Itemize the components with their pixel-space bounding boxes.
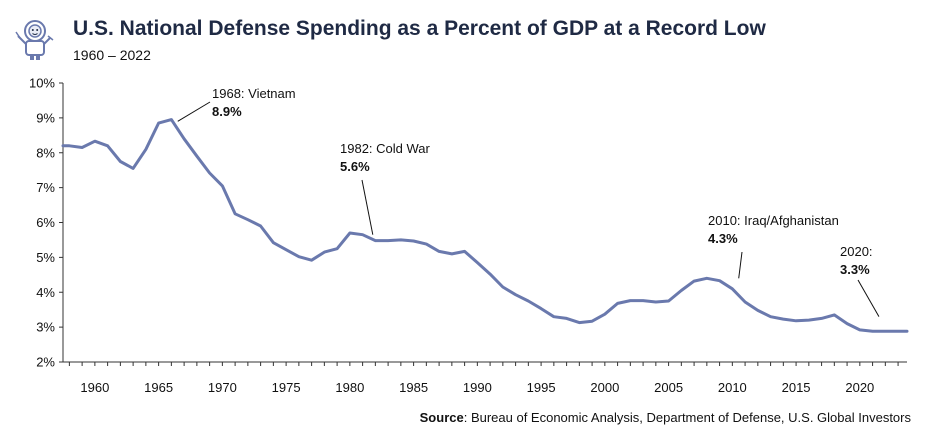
x-tick-label: 1975 — [272, 380, 301, 395]
source-label: Source — [419, 410, 464, 425]
annotation-leader — [177, 101, 211, 122]
x-tick-label: 1970 — [208, 380, 237, 395]
annotation-leader — [857, 279, 880, 317]
y-tick-label: 5% — [36, 250, 55, 265]
astronaut-mascot-icon — [15, 20, 54, 60]
annotation-value: 4.3% — [708, 231, 738, 246]
series-line-0 — [61, 118, 909, 333]
x-tick-label: 1980 — [335, 380, 364, 395]
x-tick-label: 2000 — [590, 380, 619, 395]
chart-title: U.S. National Defense Spending as a Perc… — [73, 17, 766, 40]
annotation-label: 2010: Iraq/Afghanistan — [708, 213, 839, 228]
x-tick-label: 1985 — [399, 380, 428, 395]
x-tick-label: 1965 — [144, 380, 173, 395]
annotation-value: 5.6% — [340, 159, 370, 174]
y-tick-label: 8% — [36, 145, 55, 160]
y-tick-label: 6% — [36, 215, 55, 230]
y-tick-label: 9% — [36, 110, 55, 125]
annotation-value: 3.3% — [840, 262, 870, 277]
y-tick-label: 3% — [36, 320, 55, 335]
x-tick-label: 1990 — [463, 380, 492, 395]
y-tick-label: 2% — [36, 355, 55, 370]
x-tick-label: 2005 — [654, 380, 683, 395]
x-tick-label: 2015 — [782, 380, 811, 395]
annotation-label: 1968: Vietnam — [212, 86, 296, 101]
y-tick-label: 7% — [36, 180, 55, 195]
source-text: : Bureau of Economic Analysis, Departmen… — [463, 410, 911, 425]
annotation-leader — [361, 179, 374, 235]
x-tick-label: 2010 — [718, 380, 747, 395]
chart-subtitle: 1960 – 2022 — [73, 47, 151, 63]
x-tick-label: 1995 — [527, 380, 556, 395]
annotation-value: 8.9% — [212, 104, 242, 119]
source-note: Source: Bureau of Economic Analysis, Dep… — [420, 410, 911, 425]
y-tick-label: 10% — [29, 76, 55, 91]
annotation-leader — [738, 251, 743, 279]
y-tick-label: 4% — [36, 285, 55, 300]
annotation-label: 1982: Cold War — [340, 141, 431, 156]
annotation-label: 2020: — [840, 244, 873, 259]
x-tick-label: 2020 — [845, 380, 874, 395]
x-tick-label: 1960 — [80, 380, 109, 395]
